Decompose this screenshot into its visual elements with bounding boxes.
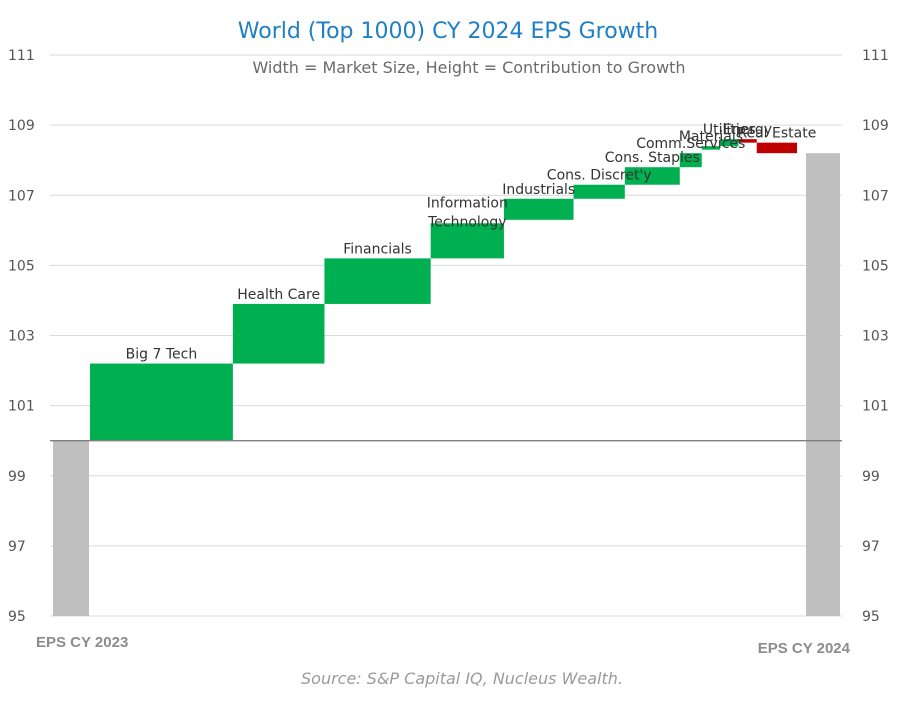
segment-bar: [503, 198, 574, 220]
segment-label: Cons. Discret'y: [547, 168, 652, 184]
segment-label: Cons. Staples: [605, 150, 700, 166]
y-tick-label-left: 97: [8, 539, 26, 555]
y-tick-label-right: 107: [862, 188, 889, 204]
y-tick-label-right: 99: [862, 469, 880, 485]
y-tick-label-left: 95: [8, 609, 26, 625]
y-tick-label-right: 103: [862, 329, 889, 345]
chart-title: World (Top 1000) CY 2024 EPS Growth: [238, 19, 658, 44]
end-total-bar: [806, 153, 840, 617]
segment-label: Industrials: [502, 182, 575, 198]
bars: [53, 139, 840, 617]
chart-subtitle: Width = Market Size, Height = Contributi…: [252, 58, 685, 77]
start-total-bar: [53, 440, 89, 616]
segment-bar: [720, 139, 739, 147]
segment-label: Real Estate: [737, 126, 816, 142]
segment-label: Technology: [427, 214, 506, 230]
segment-bar: [701, 146, 721, 150]
segment-label: Energy: [723, 122, 772, 138]
segment-label: Big 7 Tech: [126, 347, 198, 363]
segment-bar: [324, 258, 431, 304]
segment-bar: [738, 139, 757, 143]
segment-bar: [679, 153, 702, 168]
y-tick-label-right: 101: [862, 399, 889, 415]
segment-label: Information: [427, 195, 508, 211]
segment-bar: [90, 363, 233, 441]
end-label: EPS CY 2024: [758, 640, 851, 657]
y-tick-label-right: 97: [862, 539, 880, 555]
segment-label: Financials: [343, 241, 412, 257]
segment-label: Comm.Services: [636, 136, 745, 152]
segment-bar: [756, 142, 797, 154]
y-tick-label-right: 105: [862, 258, 889, 274]
segment-label: Materials: [679, 129, 743, 145]
segment-bar: [430, 223, 504, 259]
segment-label: Utilities: [703, 122, 756, 138]
y-tick-label-right: 95: [862, 609, 880, 625]
category-labels: Big 7 Tech Health Care Financials Informati…: [126, 122, 817, 362]
segment-bar: [573, 184, 625, 199]
y-axis-right: 95 97 99 101 103 105 107 109 111: [862, 48, 889, 625]
y-tick-label-left: 107: [8, 188, 35, 204]
y-tick-label-left: 99: [8, 469, 26, 485]
y-tick-label-left: 111: [8, 48, 35, 64]
y-axis-left: 95 97 99 101 103 105 107 109 111: [8, 48, 35, 625]
segment-bar: [624, 167, 680, 185]
y-tick-label-left: 109: [8, 118, 35, 134]
segment-bar: [232, 303, 325, 364]
segment-label: Health Care: [237, 287, 320, 303]
y-tick-label-left: 103: [8, 329, 35, 345]
y-tick-label-left: 105: [8, 258, 35, 274]
start-label: EPS CY 2023: [36, 634, 128, 651]
y-tick-label-right: 111: [862, 48, 889, 64]
y-tick-label-right: 109: [862, 118, 889, 134]
source-note: Source: S&P Capital IQ, Nucleus Wealth.: [301, 669, 623, 688]
y-tick-label-left: 101: [8, 399, 35, 415]
